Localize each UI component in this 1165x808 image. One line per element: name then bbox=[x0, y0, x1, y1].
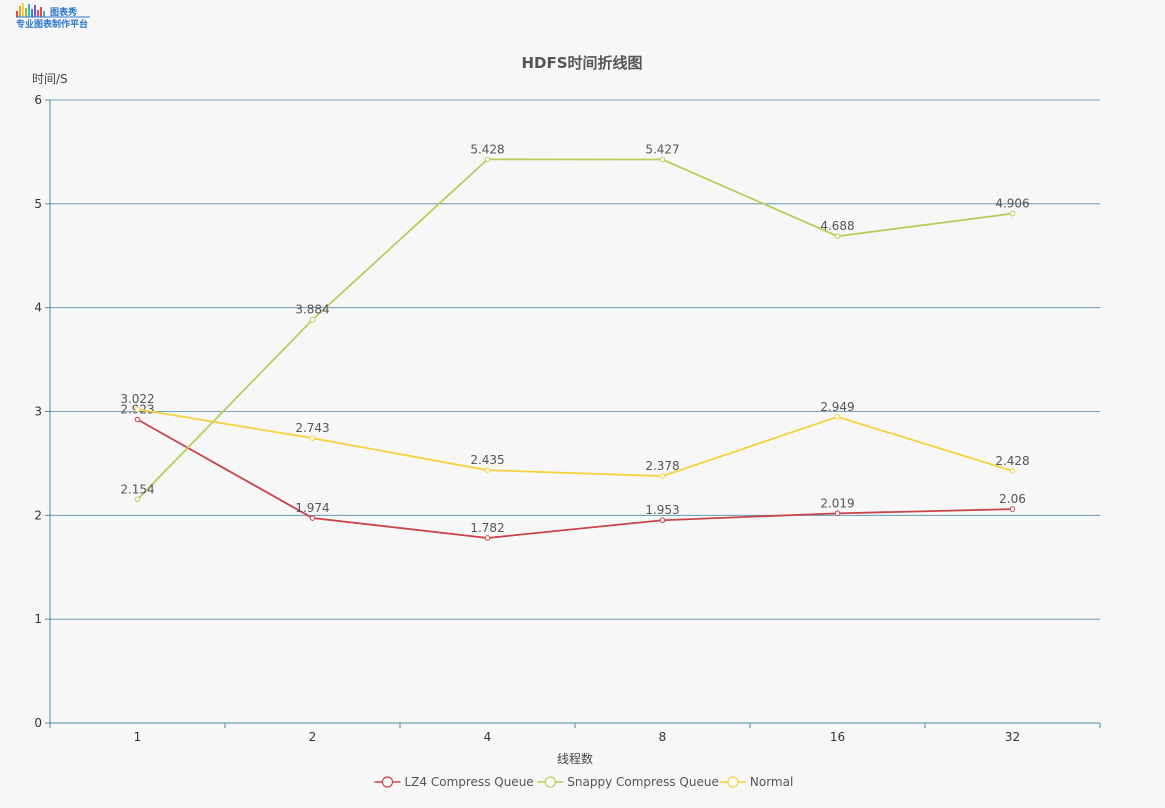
series-normal: 3.022 2.743 2.435 2.378 2.949 2.428 bbox=[120, 392, 1030, 479]
y-axis-label: 时间/S bbox=[32, 72, 68, 86]
data-label: 5.428 bbox=[470, 142, 504, 156]
x-tick-label: 1 bbox=[134, 730, 142, 744]
data-point bbox=[834, 510, 841, 517]
data-point bbox=[309, 515, 316, 521]
brand-logo[interactable]: 图表秀 专业图表制作平台 bbox=[16, 3, 90, 30]
data-label: 2.743 bbox=[295, 421, 329, 435]
brand-name: 图表秀 bbox=[50, 6, 77, 18]
x-tick-labels: 1 2 4 8 16 32 bbox=[134, 730, 1020, 744]
y-tick-labels: 0 1 2 3 4 5 6 bbox=[34, 93, 42, 730]
data-point bbox=[1009, 506, 1016, 512]
data-label: 1.782 bbox=[470, 521, 504, 535]
data-label: 2.019 bbox=[820, 496, 854, 510]
data-point bbox=[484, 467, 491, 473]
series-lines: 2.9231.9741.7821.9532.0192.062.1543.8845… bbox=[120, 142, 1030, 541]
series-line-normal bbox=[137, 408, 1013, 477]
data-point bbox=[659, 517, 666, 524]
data-point bbox=[834, 413, 841, 420]
data-label: 3.884 bbox=[295, 303, 329, 317]
legend-item-lz4-compress-queue[interactable]: LZ4 Compress Queue bbox=[374, 775, 534, 789]
data-label: 1.974 bbox=[295, 501, 329, 515]
y-tick-label: 0 bbox=[34, 716, 42, 730]
data-point bbox=[834, 233, 841, 240]
data-point bbox=[659, 156, 666, 163]
x-tick-label: 16 bbox=[830, 730, 845, 744]
y-tick-label: 3 bbox=[34, 405, 42, 419]
data-point bbox=[309, 316, 316, 323]
bar-chart-logo-icon bbox=[16, 3, 90, 18]
legend: LZ4 Compress Queue Snappy Compress Queue N… bbox=[374, 775, 793, 789]
data-label: 2.154 bbox=[120, 482, 154, 496]
data-label: 2.435 bbox=[470, 453, 504, 467]
data-label: 2.06 bbox=[999, 492, 1026, 506]
legend-item-normal[interactable]: Normal bbox=[719, 775, 793, 789]
legend-label: Normal bbox=[750, 775, 793, 789]
brand-tagline: 专业图表制作平台 bbox=[16, 18, 88, 30]
x-tick-label: 32 bbox=[1005, 730, 1020, 744]
data-label: 1.953 bbox=[645, 503, 679, 517]
x-axis-label: 线程数 bbox=[557, 751, 593, 766]
data-point bbox=[309, 435, 316, 441]
x-tick-label: 4 bbox=[484, 730, 492, 744]
y-tick-label: 6 bbox=[34, 93, 42, 107]
series-line-lz4-compress-queue bbox=[137, 418, 1013, 539]
data-label: 4.906 bbox=[995, 197, 1029, 211]
data-label: 5.427 bbox=[645, 142, 679, 156]
series-line-snappy-compress-queue bbox=[136, 158, 1013, 500]
y-tick-label: 2 bbox=[34, 508, 42, 522]
data-label: 2.949 bbox=[820, 400, 854, 414]
legend-marker-icon bbox=[727, 776, 739, 788]
data-point bbox=[134, 406, 141, 413]
data-point bbox=[484, 156, 491, 163]
data-point bbox=[1009, 210, 1016, 217]
legend-label: LZ4 Compress Queue bbox=[405, 775, 534, 789]
y-tick-label: 5 bbox=[34, 197, 42, 211]
data-point bbox=[134, 416, 141, 423]
legend-label: Snappy Compress Queue bbox=[567, 775, 719, 789]
series-snappy-compress-queue: 2.154 3.884 5.428 5.427 4.688 4.906 bbox=[120, 142, 1030, 503]
data-label: 4.688 bbox=[820, 219, 854, 233]
data-point bbox=[484, 535, 491, 541]
axes bbox=[45, 99, 1101, 728]
x-tick-label: 2 bbox=[309, 730, 317, 744]
y-tick-label: 4 bbox=[34, 301, 42, 315]
data-label: 2.428 bbox=[995, 454, 1029, 468]
grid-lines bbox=[50, 99, 1100, 620]
legend-marker-icon bbox=[544, 776, 556, 788]
data-label: 3.022 bbox=[120, 392, 154, 406]
x-tick-label: 8 bbox=[659, 730, 667, 744]
legend-item-snappy-compress-queue[interactable]: Snappy Compress Queue bbox=[537, 775, 719, 789]
data-label: 2.378 bbox=[645, 459, 679, 473]
y-tick-label: 1 bbox=[34, 612, 42, 626]
data-point bbox=[1009, 468, 1016, 474]
legend-marker-icon bbox=[381, 776, 394, 788]
data-point bbox=[659, 473, 666, 479]
data-point bbox=[134, 496, 141, 503]
chart-title: HDFS时间折线图 bbox=[521, 54, 642, 72]
